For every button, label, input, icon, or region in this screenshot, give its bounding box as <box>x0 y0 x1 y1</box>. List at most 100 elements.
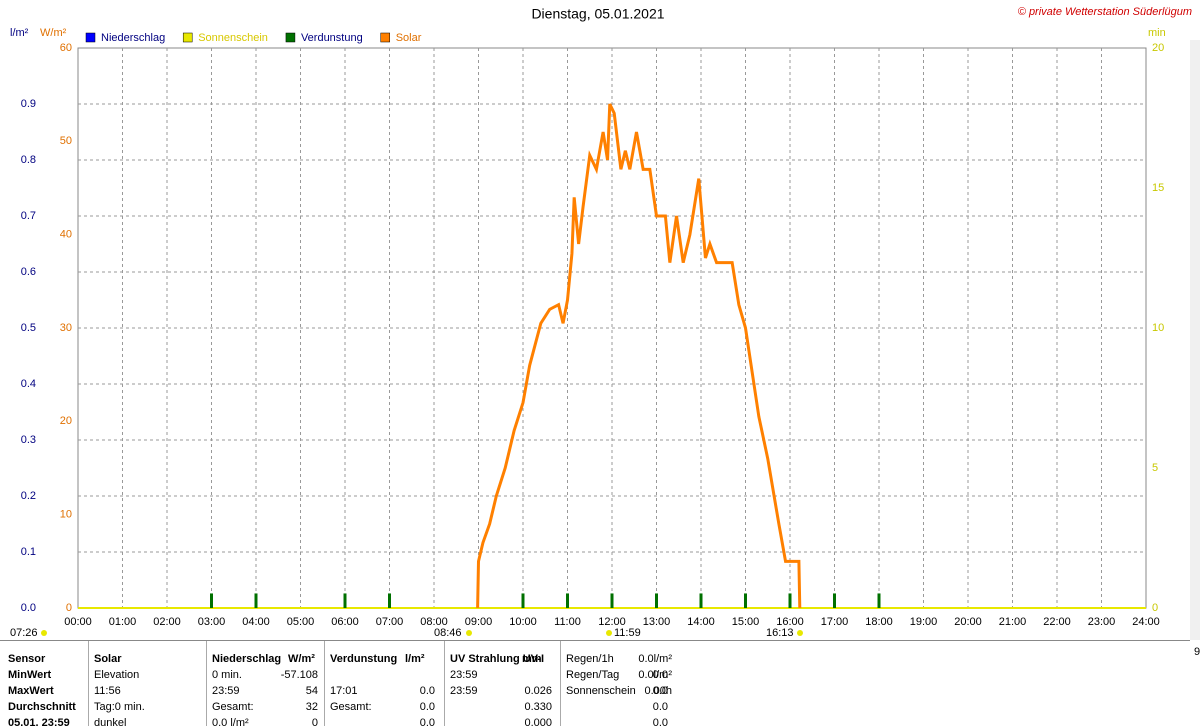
row-label: 23:59 <box>450 685 478 697</box>
legend-swatch <box>285 32 296 43</box>
y-tick-label: 0.4 <box>21 378 36 390</box>
row-label: 23:59 <box>212 685 240 697</box>
y-tick-label: 0.6 <box>21 266 36 278</box>
column-unit: mm <box>522 653 542 665</box>
legend-swatch <box>380 32 390 43</box>
column-header: Niederschlag <box>212 653 282 665</box>
y-tick-label: 0.0 <box>21 602 36 614</box>
row-value: -57.108 <box>280 669 318 681</box>
x-tick-label: 17:00 <box>821 616 849 628</box>
y2-tick-label: 15 <box>1152 182 1164 194</box>
row-value: 0.0 <box>652 669 668 681</box>
x-tick-label: 22:00 <box>1043 616 1071 628</box>
w-tick-label: 20 <box>60 415 72 427</box>
evaporation-bar <box>699 593 703 608</box>
evaporation-bar <box>655 593 658 608</box>
side-strip <box>1190 40 1200 640</box>
w-tick-label: 60 <box>60 42 72 54</box>
time-annotation: 16:13 <box>766 627 794 639</box>
row-value: 0.0 <box>652 717 668 726</box>
row-value: 0.026 <box>524 685 552 697</box>
separator <box>444 641 445 726</box>
copyright: © private Wetterstation Süderlügum <box>1018 6 1192 18</box>
x-tick-label: 08:00 <box>420 616 448 628</box>
x-tick-label: 16:00 <box>776 616 804 628</box>
x-tick-label: 23:00 <box>1088 616 1116 628</box>
legend-swatch <box>85 32 96 43</box>
separator <box>560 641 561 726</box>
x-tick-label: 19:00 <box>910 616 938 628</box>
row-label: Gesamt: <box>330 701 372 713</box>
sun-marker <box>606 630 612 636</box>
separator <box>206 641 207 726</box>
row-value: 32 <box>305 701 318 713</box>
evaporation-bar <box>788 593 792 608</box>
y2-tick-label: 10 <box>1152 322 1164 334</box>
row-value: 0.0 <box>419 701 435 713</box>
row-label: Elevation <box>94 669 140 681</box>
row-label: 23:59 <box>450 669 478 681</box>
row-label: Regen/Tag <box>566 669 620 681</box>
row-value: 0.00h <box>644 685 672 697</box>
row-label: dunkel <box>94 717 127 726</box>
x-tick-label: 15:00 <box>732 616 760 628</box>
x-tick-label: 04:00 <box>242 616 270 628</box>
row-value: 54 <box>305 685 318 697</box>
row-label: 0 min. <box>212 669 242 681</box>
side-panel: 9 <box>1194 646 1200 658</box>
row-value: 0.0 <box>419 685 435 697</box>
row-value: 0.0 <box>652 701 668 713</box>
chart: Dienstag, 05.01.2021 © private Wettersta… <box>10 6 1200 640</box>
row-label: MinWert <box>8 669 52 681</box>
x-tick-label: 06:00 <box>331 616 359 628</box>
evaporation-bar <box>521 593 525 608</box>
x-tick-label: 24:00 <box>1132 616 1160 628</box>
y-tick-label: 0.8 <box>21 154 36 166</box>
row-label: 17:01 <box>330 685 358 697</box>
time-annotation: 07:26 <box>10 627 38 639</box>
y-tick-label: 0.2 <box>21 490 36 502</box>
w-tick-label: 30 <box>60 322 72 334</box>
evaporation-bar <box>610 593 614 608</box>
sun-marker <box>797 630 803 636</box>
row-value: 0.330 <box>524 701 552 713</box>
y-tick-label: 0.7 <box>21 210 36 222</box>
x-tick-label: 12:00 <box>598 616 626 628</box>
line-solar <box>476 103 802 609</box>
x-tick-label: 00:00 <box>64 616 92 628</box>
x-tick-label: 18:00 <box>865 616 893 628</box>
column-header: Verdunstung <box>330 653 398 665</box>
y-tick-label: 0.1 <box>21 546 36 558</box>
time-annotation: 08:46 <box>434 627 462 639</box>
separator <box>88 641 89 726</box>
x-tick-label: 01:00 <box>109 616 137 628</box>
y-label: l/m² <box>10 27 29 39</box>
legend-swatch <box>182 32 193 43</box>
row-value: 0.0 <box>652 685 668 697</box>
legend-label: Verdunstung <box>301 32 363 44</box>
row-label: Sonnenschein <box>566 685 636 697</box>
time-annotation: 11:59 <box>614 627 641 639</box>
x-tick-label: 20:00 <box>954 616 982 628</box>
evaporation-bar <box>566 593 569 608</box>
row-value: 0.0l/m² <box>638 653 672 665</box>
row-label: 05.01. 23:59 <box>8 717 70 726</box>
column-header: UV Strahlung UV-I <box>450 653 545 665</box>
y-tick-label: 0.9 <box>21 98 36 110</box>
y2-tick-label: 20 <box>1152 42 1164 54</box>
sun-marker <box>466 630 472 636</box>
x-tick-label: 21:00 <box>999 616 1027 628</box>
w-tick-label: 50 <box>60 135 72 147</box>
evaporation-bar <box>388 593 391 608</box>
column-unit: W/m² <box>288 653 315 665</box>
column-header: Sensor <box>8 653 46 665</box>
evaporation-bar <box>744 593 747 608</box>
w-tick-label: 10 <box>60 509 72 521</box>
x-tick-label: 11:00 <box>554 616 581 628</box>
y-tick-label: 0.3 <box>21 434 36 446</box>
row-value: 0.0l/m² <box>638 669 672 681</box>
row-value: 0.000 <box>524 717 552 726</box>
row-label: Durchschnitt <box>8 701 76 713</box>
x-tick-label: 07:00 <box>376 616 404 628</box>
